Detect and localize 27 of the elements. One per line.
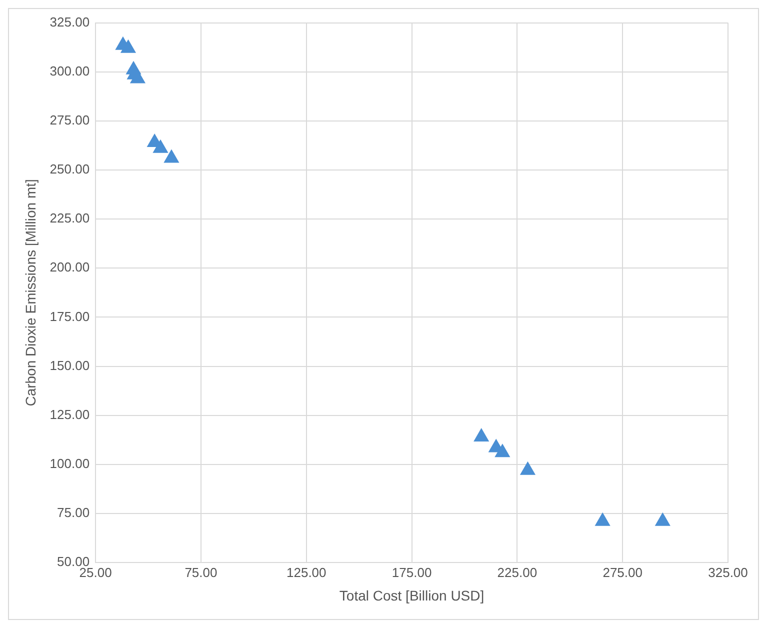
point — [495, 444, 510, 458]
x-tick-label: 175.00 — [392, 564, 432, 580]
point — [474, 428, 489, 442]
point — [120, 40, 136, 53]
point — [655, 512, 670, 526]
point — [153, 140, 168, 153]
y-tick-label: 275.00 — [50, 112, 90, 128]
x-tick-label: 225.00 — [497, 564, 538, 580]
point — [164, 150, 179, 163]
y-tick-label: 325.00 — [50, 14, 90, 30]
y-tick-label: 75.00 — [57, 505, 90, 520]
x-tick-label: 125.00 — [286, 564, 326, 580]
x-tick-label: 275.00 — [602, 564, 642, 580]
y-tick-label: 100.00 — [50, 456, 90, 472]
y-tick-label: 225.00 — [50, 210, 90, 226]
y-axis-title: Carbon Dioxie Emissions [Million mt] — [22, 179, 38, 406]
x-tick-label: 75.00 — [184, 564, 218, 580]
y-tick-label: 150.00 — [50, 358, 90, 373]
y-tick-label: 200.00 — [50, 260, 90, 275]
y-tick-label: 175.00 — [50, 308, 90, 324]
point — [595, 512, 610, 526]
x-tick-label: 325.00 — [708, 564, 748, 580]
y-tick-label: 125.00 — [50, 406, 90, 422]
y-tick-label: 250.00 — [50, 162, 90, 177]
x-axis-title: Total Cost [Billion USD] — [339, 587, 484, 604]
point — [520, 462, 536, 475]
y-tick-label: 300.00 — [50, 63, 90, 78]
